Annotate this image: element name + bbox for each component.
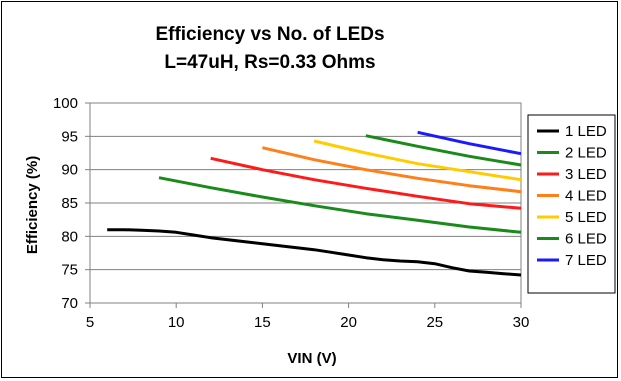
legend-label: 2 LED (565, 145, 607, 162)
x-tick-label: 25 (426, 314, 443, 331)
legend-label: 4 LED (565, 188, 607, 205)
chart-title: Efficiency vs No. of LEDs (155, 24, 384, 45)
x-tick-label: 30 (513, 314, 530, 331)
legend-label: 1 LED (565, 123, 607, 140)
series-line-3-led (210, 156, 522, 210)
x-tick-label: 15 (254, 314, 271, 331)
y-tick-label: 80 (61, 228, 78, 245)
chart-subtitle: L=47uH, Rs=0.33 Ohms (164, 52, 375, 73)
x-tick-label: 5 (86, 314, 94, 331)
y-tick-label: 90 (61, 162, 78, 179)
y-axis-ticks: 70 75 80 85 90 95 100 (53, 95, 90, 312)
series-line-7-led (417, 130, 522, 156)
series-line-6-led (365, 134, 522, 167)
y-tick-label: 95 (61, 128, 78, 145)
y-tick-label: 75 (61, 262, 78, 279)
legend-label: 6 LED (565, 231, 607, 248)
y-tick-label: 70 (61, 295, 78, 312)
x-axis-ticks: 5 10 15 20 25 30 (86, 303, 530, 331)
series-line-4-led (262, 146, 522, 194)
x-tick-label: 10 (168, 314, 185, 331)
series-lines (107, 130, 522, 277)
series-line-2-led (158, 176, 522, 234)
y-tick-label: 100 (53, 95, 78, 112)
x-tick-label: 20 (340, 314, 357, 331)
y-axis-label: Efficiency (%) (24, 156, 41, 254)
legend-label: 5 LED (565, 209, 607, 226)
legend-label: 7 LED (565, 252, 607, 269)
y-tick-label: 85 (61, 195, 78, 212)
legend-label: 3 LED (565, 166, 607, 183)
series-line-1-led (107, 228, 522, 277)
legend: 1 LED 2 LED 3 LED 4 LED 5 LED 6 LED 7 LED (527, 114, 616, 294)
legend-box (527, 114, 616, 294)
series-line-5-led (313, 139, 522, 182)
x-axis-label: VIN (V) (287, 350, 336, 367)
